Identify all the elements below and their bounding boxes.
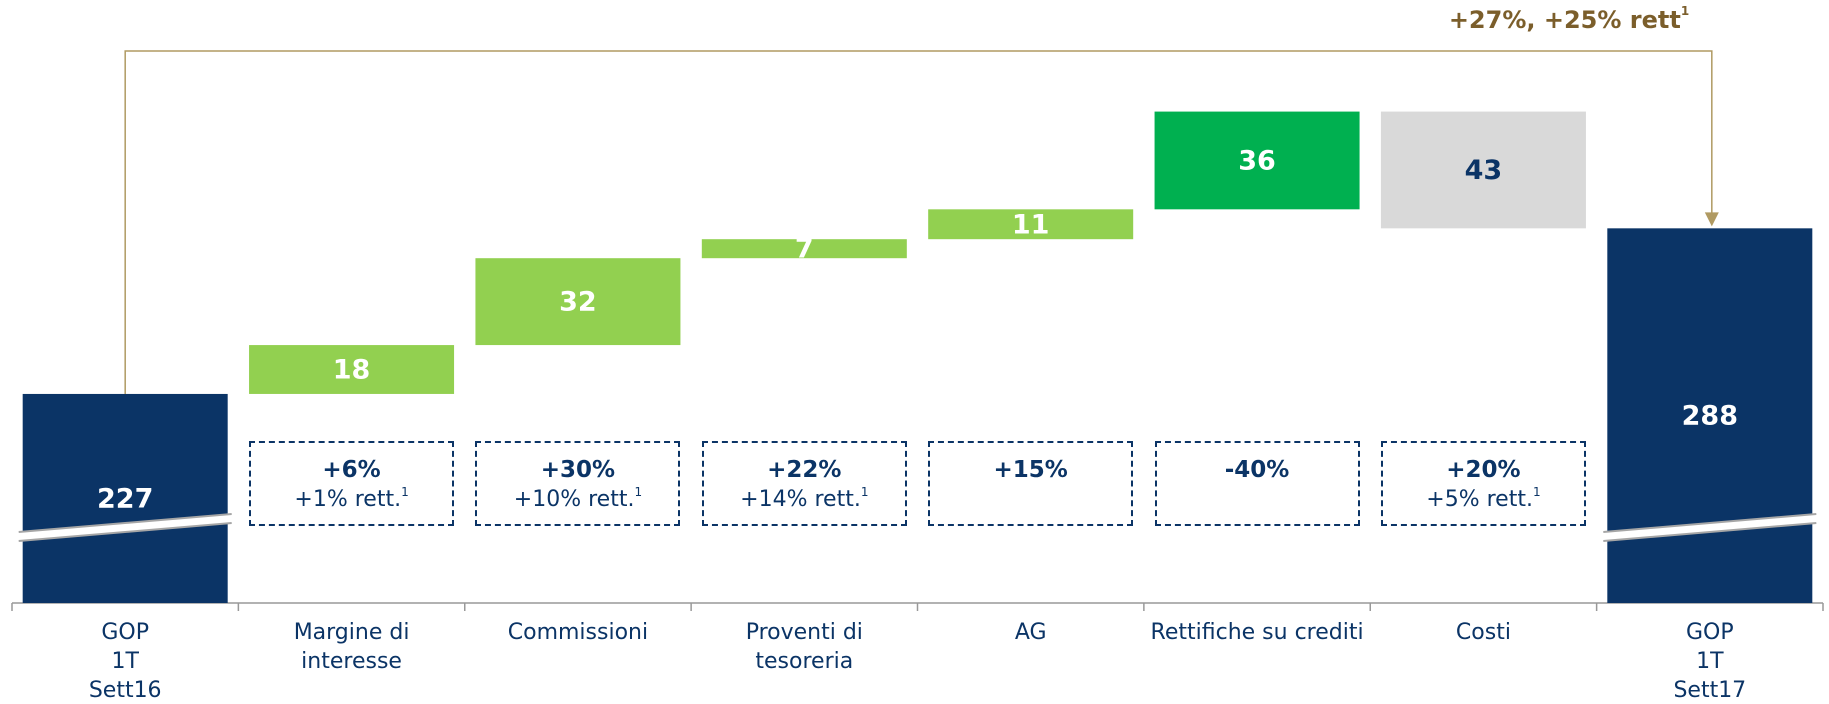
total-change: +27%, +25% rett1	[1419, 4, 1719, 34]
footnote: 1	[1680, 4, 1690, 18]
value-label: 288	[1682, 401, 1738, 432]
value-label: 18	[333, 355, 371, 386]
total-change-text: +27%, +25% rett	[1448, 6, 1681, 34]
change-box: +20% +5% rett.1	[1380, 441, 1586, 526]
connector	[124, 50, 1713, 394]
change-main: +15%	[993, 457, 1068, 483]
axis-break-line	[18, 513, 232, 533]
value-label: 7	[795, 234, 814, 265]
x-tick-label: Costi	[1455, 620, 1511, 645]
change-sub-text: +10% rett.	[513, 487, 635, 512]
value-label: 32	[559, 287, 597, 318]
x-tick-label: Proventi di tesoreria	[745, 620, 863, 674]
footnote: 1	[1532, 485, 1541, 499]
change-main: -40%	[1224, 457, 1290, 483]
value-label: 11	[1012, 209, 1050, 240]
value-label: 227	[97, 483, 153, 514]
x-tick-label: Commissioni	[507, 620, 649, 645]
change-box: +30% +10% rett.1	[475, 441, 681, 526]
change-sub: +14% rett.1	[704, 485, 905, 512]
x-tick-label: Margine di interesse	[293, 620, 410, 674]
x-tick-label: GOP 1T Sett16	[88, 620, 162, 703]
bar	[701, 239, 907, 259]
x-tick-label: GOP 1T Sett17	[1673, 620, 1747, 703]
axis-break-line	[1603, 522, 1817, 542]
bar	[1380, 111, 1586, 229]
value-label: 36	[1238, 145, 1276, 176]
arrowhead	[1704, 212, 1719, 227]
change-sub-text: +5% rett.	[1426, 487, 1533, 512]
change-main: +6%	[322, 457, 381, 483]
value-label: 43	[1465, 155, 1503, 186]
axis-break	[1603, 514, 1817, 541]
footnote: 1	[401, 485, 409, 499]
bar	[1154, 111, 1360, 210]
change-sub: +10% rett.1	[477, 485, 678, 512]
change-box: -40%	[1154, 441, 1360, 526]
footnote: 1	[860, 485, 869, 499]
x-tick-label: Rettifiche su crediti	[1150, 620, 1364, 645]
change-main: +20%	[1446, 457, 1521, 483]
axis-break	[18, 514, 232, 541]
change-sub: +1% rett.1	[251, 485, 452, 512]
axis-break-line	[18, 522, 232, 542]
bar	[249, 345, 455, 394]
bar	[928, 209, 1134, 240]
change-box: +6% +1% rett.1	[249, 441, 455, 526]
change-box: +15%	[928, 441, 1134, 526]
x-tick-label: AG	[1014, 620, 1047, 645]
bar	[22, 393, 228, 603]
axis-break-line	[1603, 513, 1817, 533]
bar	[1607, 228, 1813, 603]
footnote: 1	[634, 485, 643, 499]
change-sub-text: +1% rett.	[294, 487, 402, 512]
change-sub-text: +14% rett.	[740, 487, 861, 512]
change-box: +22% +14% rett.1	[701, 441, 907, 526]
change-main: +30%	[540, 457, 616, 483]
bar	[475, 258, 681, 346]
change-sub: +5% rett.1	[1383, 485, 1584, 512]
change-main: +22%	[767, 457, 842, 483]
